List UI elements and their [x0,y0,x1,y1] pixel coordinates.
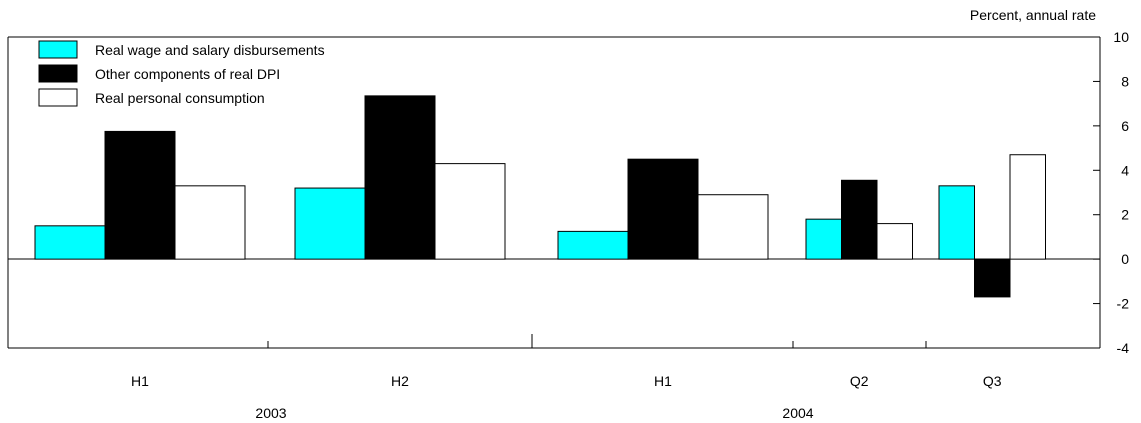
bar-wages [557,230,629,260]
bar-other-dpi [364,95,436,260]
bar-consumption [876,223,913,260]
legend-label-consumption: Real personal consumption [95,90,265,106]
year-label: 2004 [782,405,813,421]
bar-other-dpi [974,258,1011,298]
bar-other-dpi [627,158,699,260]
category-label: Q3 [983,373,1002,389]
y-tick-label: 0 [1121,251,1129,267]
year-labels: 2003 2004 [255,405,813,421]
bar-consumption [434,163,506,260]
y-tick-label: 2 [1121,207,1129,223]
category-labels: H1 H2 H1 Q2 Q3 [131,373,1002,389]
bar-consumption [174,185,246,260]
bar-other-dpi [104,130,176,260]
legend-swatch-other-dpi [38,64,78,83]
category-label: H1 [654,373,672,389]
bars [34,95,1046,298]
bar-wages [938,185,975,260]
bar-other-dpi [841,179,878,260]
y-axis-ticks: -4 -2 0 2 4 6 8 10 [1093,29,1129,356]
bar-wages [294,187,366,260]
y-tick-label: 4 [1121,162,1129,178]
category-label: H1 [131,373,149,389]
legend-label-other-dpi: Other components of real DPI [95,66,280,82]
bar-wages [805,218,842,260]
legend-swatch-consumption [38,88,78,107]
y-tick-label: 10 [1113,29,1129,45]
bar-consumption [1009,154,1046,260]
year-label: 2003 [255,405,286,421]
y-tick-label: -4 [1117,340,1130,356]
legend: Real wage and salary disbursements Other… [38,40,325,107]
legend-label-wages: Real wage and salary disbursements [95,42,325,58]
x-axis-ticks [267,334,927,348]
bar-wages [34,225,106,260]
y-tick-label: 6 [1121,118,1129,134]
y-axis-label: Percent, annual rate [970,7,1096,23]
category-label: Q2 [850,373,869,389]
category-label: H2 [391,373,409,389]
legend-swatch-wages [38,40,78,59]
y-tick-label: -2 [1117,296,1130,312]
bar-consumption [697,194,769,260]
y-tick-label: 8 [1121,73,1129,89]
